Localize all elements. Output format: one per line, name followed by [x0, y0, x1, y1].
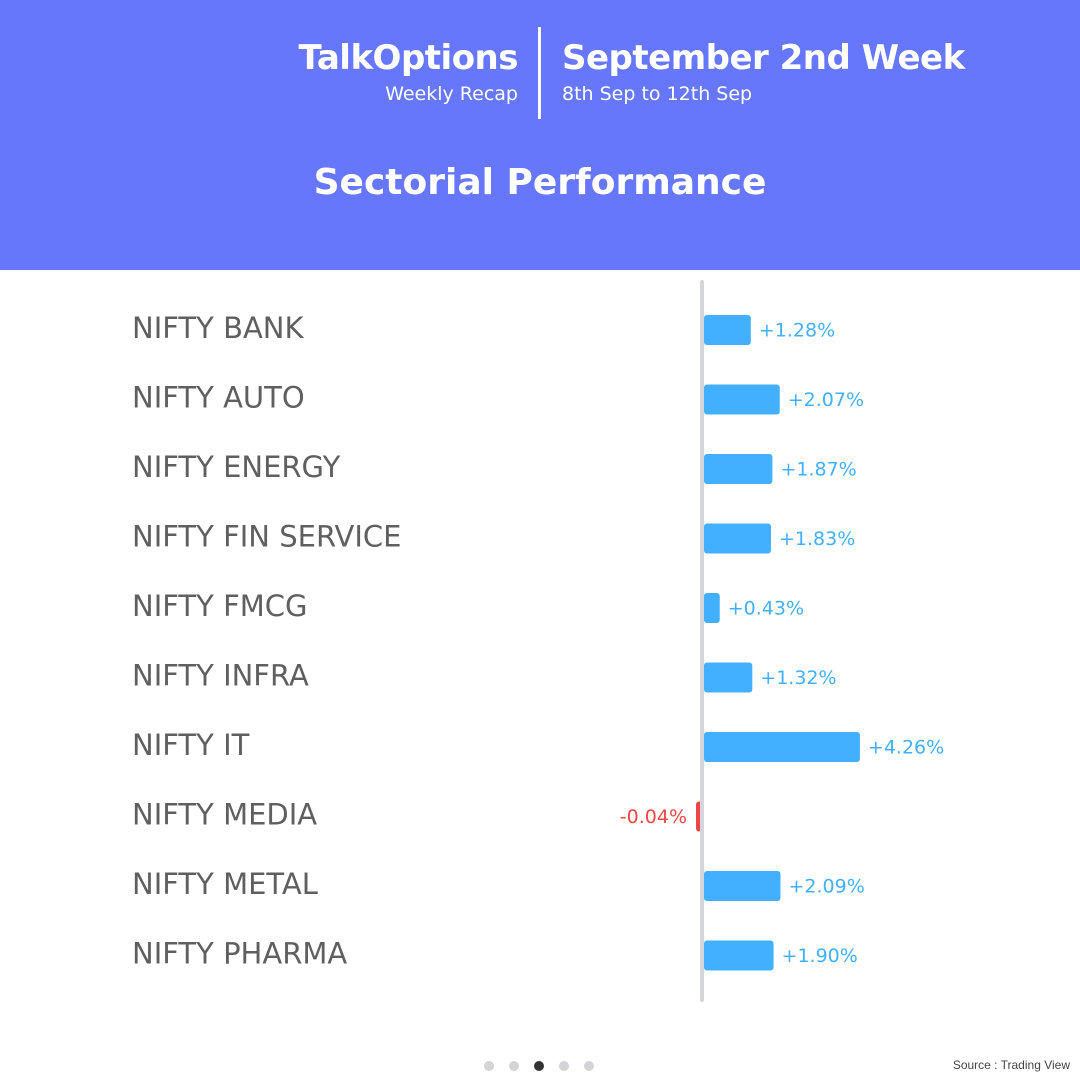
bar: [704, 732, 860, 762]
value-label: +1.28%: [759, 320, 835, 342]
category-label: NIFTY INFRA: [132, 659, 309, 693]
bar: [704, 315, 751, 345]
value-label: +0.43%: [728, 598, 804, 620]
bar: [704, 523, 771, 554]
category-label: NIFTY PHARMA: [132, 937, 347, 971]
brand-block: TalkOptions Weekly Recap: [298, 38, 519, 108]
value-label: +1.90%: [782, 945, 858, 967]
value-label: +4.26%: [868, 737, 944, 759]
value-label: -0.04%: [620, 806, 687, 828]
section-title: Sectorial Performance: [313, 162, 767, 203]
sector-bar-chart: NIFTY BANK +1.28% NIFTY AUTO +2.07% NIFTY EN…: [132, 280, 944, 1002]
value-label: +1.32%: [760, 667, 836, 689]
bar: [704, 940, 774, 971]
bar: [704, 871, 781, 901]
category-label: NIFTY METAL: [132, 867, 318, 901]
page-dot[interactable]: [559, 1061, 569, 1071]
header-divider: [538, 27, 541, 119]
category-label: NIFTY ENERGY: [132, 450, 341, 484]
category-label: NIFTY IT: [132, 728, 250, 762]
bar: [704, 384, 780, 415]
week-title: September 2nd Week: [562, 38, 965, 78]
zero-axis: [700, 280, 704, 1002]
value-label: +2.09%: [788, 876, 864, 898]
category-label: NIFTY FIN SERVICE: [132, 520, 401, 554]
header-banner: TalkOptions Weekly Recap September 2nd W…: [0, 0, 1080, 270]
page-dot[interactable]: [509, 1061, 519, 1071]
bar: [704, 662, 753, 693]
date-range: 8th Sep to 12th Sep: [562, 83, 753, 105]
source-note: Source : Trading View: [952, 1058, 1070, 1072]
category-label: NIFTY FMCG: [132, 589, 308, 623]
pagination-dots: [484, 1061, 594, 1071]
page-dot[interactable]: [534, 1061, 544, 1071]
brand-name: TalkOptions: [298, 38, 519, 78]
bar: [704, 454, 773, 484]
category-label: NIFTY AUTO: [132, 381, 305, 415]
bar: [704, 593, 720, 623]
value-label: +1.83%: [779, 528, 855, 550]
value-label: +1.87%: [780, 459, 856, 481]
page-dot[interactable]: [584, 1061, 594, 1071]
category-label: NIFTY BANK: [132, 311, 304, 345]
category-label: NIFTY MEDIA: [132, 798, 317, 832]
week-block: September 2nd Week 8th Sep to 12th Sep: [562, 38, 965, 108]
page-dot[interactable]: [484, 1061, 494, 1071]
brand-subtitle: Weekly Recap: [385, 83, 518, 105]
value-label: +2.07%: [788, 389, 864, 411]
